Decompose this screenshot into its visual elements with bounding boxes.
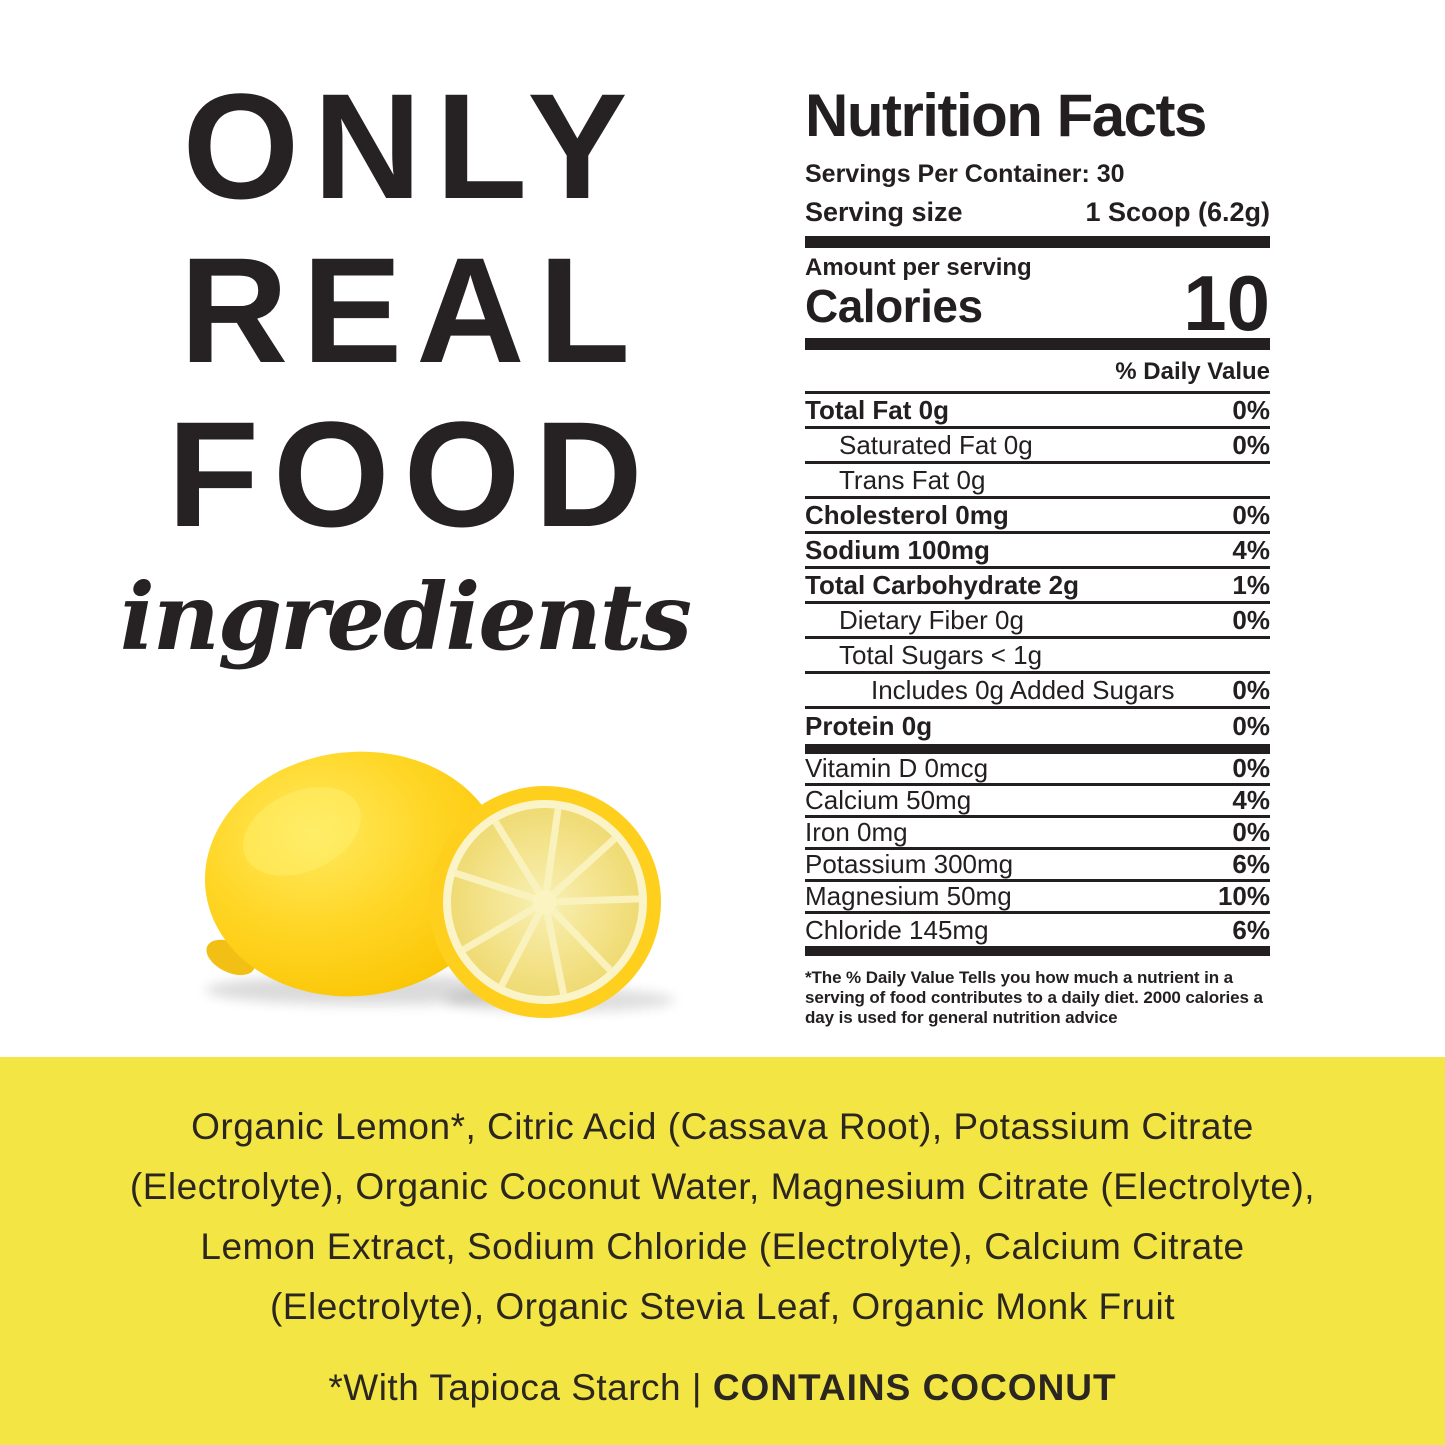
- nutrient-daily-value: 0%: [1232, 394, 1270, 425]
- headline-word-only: ONLY: [182, 62, 642, 230]
- daily-value-footnote: *The % Daily Value Tells you how much a …: [805, 968, 1263, 1028]
- allergen-footer: *With Tapioca Starch | CONTAINS COCONUT: [0, 1367, 1445, 1409]
- nutrition-facts-title: Nutrition Facts: [805, 82, 1207, 149]
- nutrient-label: Total Sugars < 1g: [839, 639, 1043, 670]
- nutrition-row: Vitamin D 0mcg 0%: [805, 753, 1270, 787]
- tapioca-note: *With Tapioca Starch |: [328, 1367, 713, 1408]
- nutrition-row: Dietary Fiber 0g 0%: [805, 604, 1270, 640]
- nutrient-daily-value: 0%: [1232, 711, 1270, 742]
- nutrition-row: Total Sugars < 1g: [805, 639, 1270, 675]
- nutrient-label: Includes 0g Added Sugars: [871, 674, 1175, 705]
- nutrition-row: Iron 0mg 0%: [805, 817, 1270, 851]
- nutrient-daily-value: 1%: [1232, 569, 1270, 600]
- half-lemon: [429, 786, 661, 1018]
- nutrient-label: Potassium 300mg: [805, 849, 1014, 880]
- nutrient-label: Total Fat 0g: [805, 394, 949, 425]
- nutrient-label: Dietary Fiber 0g: [839, 604, 1024, 635]
- calories-block: Amount per serving Calories 10: [805, 254, 1270, 342]
- ingredients-line: (Electrolyte), Organic Stevia Leaf, Orga…: [269, 1286, 1176, 1327]
- nutrient-daily-value: 4%: [1232, 534, 1270, 565]
- nutrient-daily-value: 0%: [1232, 753, 1270, 784]
- nutrient-daily-value: 10%: [1217, 881, 1270, 912]
- divider-bar: [805, 338, 1270, 351]
- divider-bar: [805, 946, 1270, 957]
- headline-word-real: REAL: [179, 226, 645, 394]
- nutrition-rows: Total Fat 0g 0% Saturated Fat 0g 0% Trans Fa…: [805, 394, 1270, 957]
- nutrient-label: Saturated Fat 0g: [839, 429, 1033, 460]
- nutrient-label: Trans Fat 0g: [839, 464, 986, 495]
- nutrition-row: Total Carbohydrate 2g 1%: [805, 569, 1270, 605]
- nutrient-label: Sodium 100mg: [805, 534, 990, 565]
- serving-size-value: 1 Scoop (6.2g): [1085, 197, 1270, 227]
- hero-headline: ONLY REAL FOOD ingredients: [75, 64, 735, 672]
- headline-script-ingredients: ingredients: [119, 563, 692, 671]
- nutrient-daily-value: 0%: [1232, 604, 1270, 635]
- nutrition-row: Calcium 50mg 4%: [805, 785, 1270, 819]
- ingredients-line: (Electrolyte), Organic Coconut Water, Ma…: [129, 1166, 1316, 1207]
- nutrient-label: Calcium 50mg: [805, 785, 972, 816]
- nutrient-daily-value: 0%: [1232, 674, 1270, 705]
- nutrition-row: Sodium 100mg 4%: [805, 534, 1270, 570]
- divider-bar: [805, 236, 1270, 248]
- nutrition-row: Magnesium 50mg 10%: [805, 881, 1270, 915]
- ingredients-banner: Organic Lemon*, Citric Acid (Cassava Roo…: [0, 1057, 1445, 1445]
- nutrient-label: Protein 0g: [805, 711, 933, 742]
- nutrition-row: Chloride 145mg 6%: [805, 914, 1270, 946]
- nutrient-label: Vitamin D 0mcg: [805, 753, 989, 784]
- servings-per-container: Servings Per Container: 30: [805, 160, 1125, 188]
- divider-bar: [805, 744, 1270, 755]
- lemon-illustration: [204, 751, 675, 1018]
- nutrient-label: Cholesterol 0mg: [805, 499, 1009, 530]
- headline-word-food: FOOD: [167, 390, 657, 558]
- nutrient-daily-value: 6%: [1232, 849, 1270, 880]
- serving-size-label: Serving size: [805, 197, 963, 227]
- nutrition-row: Trans Fat 0g: [805, 464, 1270, 500]
- nutrient-label: Iron 0mg: [805, 817, 908, 848]
- ingredients-text: Organic Lemon*, Citric Acid (Cassava Roo…: [0, 1057, 1445, 1337]
- nutrition-row: Includes 0g Added Sugars 0%: [805, 674, 1270, 710]
- daily-value-header: % Daily Value: [805, 350, 1270, 395]
- nutrient-daily-value: 0%: [1232, 817, 1270, 848]
- nutrition-row: Cholesterol 0mg 0%: [805, 499, 1270, 535]
- nutrition-row: Potassium 300mg 6%: [805, 849, 1270, 883]
- ingredients-line: Lemon Extract, Sodium Chloride (Electrol…: [200, 1226, 1245, 1267]
- nutrition-facts-panel: Nutrition Facts Servings Per Container: …: [805, 86, 1270, 1028]
- nutrition-row: Total Fat 0g 0%: [805, 394, 1270, 430]
- nutrient-daily-value: 0%: [1232, 499, 1270, 530]
- contains-coconut-note: CONTAINS COCONUT: [712, 1367, 1117, 1408]
- amount-per-serving-label: Amount per serving: [805, 254, 1032, 281]
- nutrient-daily-value: 6%: [1232, 914, 1270, 945]
- nutrition-row: Saturated Fat 0g 0%: [805, 429, 1270, 465]
- nutrient-label: Chloride 145mg: [805, 914, 989, 945]
- calories-label: Calories: [805, 280, 983, 332]
- nutrition-row: Protein 0g 0%: [805, 709, 1270, 744]
- whole-lemon: [204, 751, 505, 997]
- serving-size-row: Serving size 1 Scoop (6.2g): [805, 197, 1270, 228]
- nutrient-daily-value: 4%: [1232, 785, 1270, 816]
- nutrient-daily-value: 0%: [1232, 429, 1270, 460]
- nutrient-label: Total Carbohydrate 2g: [805, 569, 1080, 600]
- nutrient-label: Magnesium 50mg: [805, 881, 1012, 912]
- ingredients-line: Organic Lemon*, Citric Acid (Cassava Roo…: [191, 1106, 1254, 1147]
- calories-value: 10: [1183, 259, 1270, 348]
